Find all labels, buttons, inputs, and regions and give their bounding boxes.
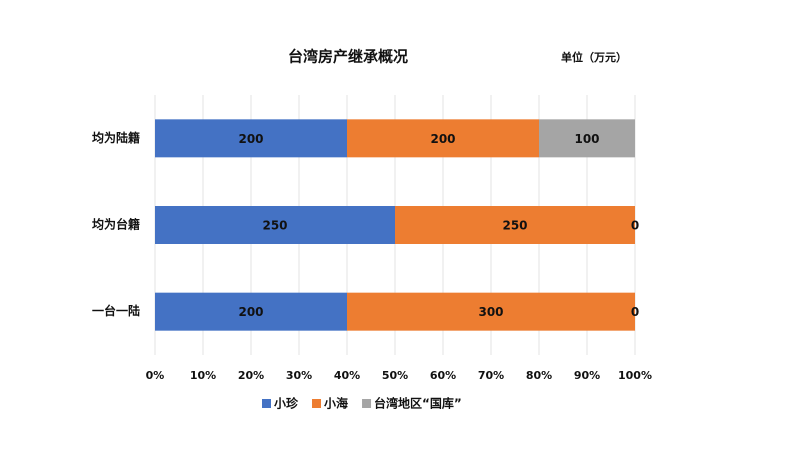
bar-segment bbox=[347, 292, 635, 331]
data-label: 300 bbox=[478, 305, 503, 319]
unit-note: 单位（万元） bbox=[561, 50, 627, 64]
x-tick-label: 100% bbox=[618, 369, 652, 382]
chart-title: 台湾房产继承概况 bbox=[288, 48, 408, 66]
bar-segment bbox=[539, 119, 635, 158]
x-tick-label: 10% bbox=[190, 369, 216, 382]
data-label: 200 bbox=[238, 132, 263, 146]
x-tick-label: 90% bbox=[574, 369, 600, 382]
x-tick-label: 60% bbox=[430, 369, 456, 382]
legend-swatch bbox=[262, 399, 271, 408]
data-label: 0 bbox=[631, 305, 639, 319]
data-label: 200 bbox=[238, 305, 263, 319]
y-tick-label: 均为陆籍 bbox=[92, 130, 140, 145]
data-label: 0 bbox=[631, 219, 639, 233]
legend-label: 小珍 bbox=[274, 396, 299, 411]
data-label: 250 bbox=[502, 219, 527, 233]
x-tick-label: 30% bbox=[286, 369, 312, 382]
bar-segment bbox=[155, 292, 347, 331]
legend-swatch bbox=[312, 399, 322, 408]
bar-segment bbox=[395, 206, 635, 244]
data-label: 250 bbox=[262, 219, 287, 233]
legend-label: 台湾地区“国库” bbox=[374, 396, 462, 411]
bar-segment bbox=[155, 206, 395, 244]
x-tick-label: 0% bbox=[146, 369, 165, 382]
data-label: 200 bbox=[430, 132, 455, 146]
data-label: 100 bbox=[574, 132, 599, 146]
x-tick-label: 20% bbox=[238, 369, 264, 382]
legend-swatch bbox=[362, 399, 372, 408]
bar-segment bbox=[347, 119, 539, 158]
bar-segment bbox=[155, 119, 347, 158]
y-tick-label: 均为台籍 bbox=[92, 217, 140, 232]
legend-label: 小海 bbox=[324, 396, 348, 411]
x-tick-label: 50% bbox=[382, 369, 408, 382]
y-tick-label: 一台一陆 bbox=[92, 303, 140, 318]
x-tick-label: 80% bbox=[526, 369, 552, 382]
x-tick-label: 40% bbox=[334, 369, 360, 382]
x-tick-label: 70% bbox=[478, 369, 504, 382]
